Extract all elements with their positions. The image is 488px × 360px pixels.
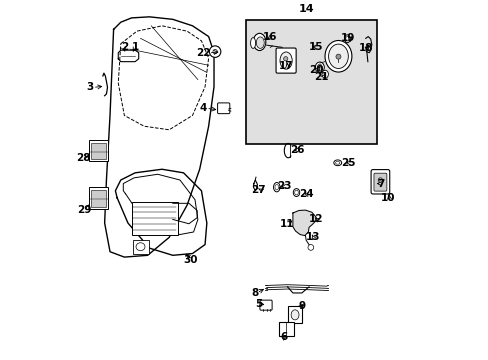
Ellipse shape	[256, 37, 264, 48]
Text: 4: 4	[199, 103, 206, 113]
Ellipse shape	[315, 62, 324, 73]
Text: 9: 9	[298, 301, 305, 311]
Text: 27: 27	[251, 185, 265, 195]
Polygon shape	[292, 210, 316, 235]
Text: 6: 6	[280, 332, 287, 342]
Bar	[132, 240, 148, 253]
Ellipse shape	[345, 36, 348, 41]
Bar	[246, 21, 376, 144]
FancyBboxPatch shape	[217, 103, 229, 114]
Text: 5: 5	[255, 299, 262, 309]
Ellipse shape	[280, 52, 292, 69]
Text: 13: 13	[305, 232, 319, 242]
Ellipse shape	[335, 161, 339, 164]
Ellipse shape	[274, 184, 278, 190]
Circle shape	[212, 49, 217, 54]
Circle shape	[209, 46, 221, 57]
Text: 25: 25	[341, 158, 355, 168]
FancyBboxPatch shape	[89, 187, 108, 210]
Ellipse shape	[321, 70, 328, 78]
Text: 16: 16	[262, 32, 276, 41]
Ellipse shape	[344, 35, 349, 42]
Text: 20: 20	[308, 64, 323, 75]
Circle shape	[335, 54, 340, 59]
Ellipse shape	[273, 183, 280, 192]
FancyBboxPatch shape	[370, 170, 389, 194]
Text: 18: 18	[359, 43, 373, 53]
Ellipse shape	[325, 41, 351, 72]
Ellipse shape	[136, 243, 144, 251]
Text: 21: 21	[314, 72, 328, 82]
Text: 10: 10	[380, 193, 394, 203]
Ellipse shape	[253, 33, 265, 50]
Ellipse shape	[328, 44, 347, 68]
FancyBboxPatch shape	[89, 140, 108, 161]
Text: 30: 30	[183, 255, 198, 265]
Text: 26: 26	[290, 145, 304, 155]
Text: 12: 12	[308, 215, 323, 224]
Text: 3: 3	[86, 82, 94, 92]
Text: 11: 11	[280, 219, 294, 229]
Text: 19: 19	[341, 33, 355, 43]
Text: 23: 23	[276, 181, 290, 192]
Ellipse shape	[294, 190, 298, 195]
Text: 8: 8	[251, 288, 258, 298]
Ellipse shape	[293, 189, 299, 197]
FancyBboxPatch shape	[91, 143, 106, 159]
Text: 2: 2	[121, 42, 128, 52]
Text: 24: 24	[298, 189, 313, 199]
Circle shape	[283, 57, 287, 61]
Text: 14: 14	[298, 4, 314, 14]
FancyBboxPatch shape	[91, 190, 106, 207]
Ellipse shape	[290, 310, 298, 320]
Ellipse shape	[333, 160, 341, 166]
Text: 1: 1	[131, 42, 139, 52]
Circle shape	[378, 178, 382, 182]
Text: 7: 7	[376, 179, 384, 189]
Text: 22: 22	[196, 48, 210, 58]
Text: 15: 15	[308, 42, 323, 52]
FancyBboxPatch shape	[373, 173, 386, 191]
Text: 17: 17	[279, 61, 293, 71]
FancyBboxPatch shape	[276, 48, 296, 73]
Ellipse shape	[317, 64, 322, 71]
Ellipse shape	[250, 38, 255, 48]
Bar	[278, 322, 293, 336]
Text: 29: 29	[77, 205, 91, 215]
Circle shape	[307, 244, 313, 250]
Bar	[131, 202, 178, 234]
Text: 28: 28	[77, 153, 91, 163]
Bar	[287, 306, 301, 323]
FancyBboxPatch shape	[260, 300, 271, 310]
